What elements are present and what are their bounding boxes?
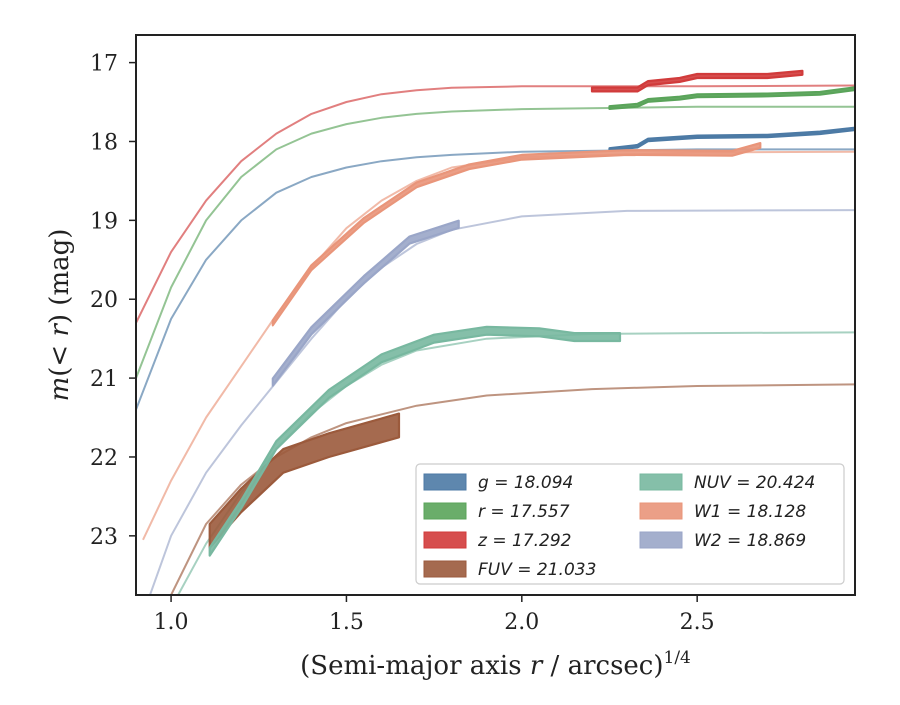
y-tick-label: 20 [90, 288, 118, 313]
model-curve-fuv [170, 383, 855, 595]
y-tick-label: 19 [90, 209, 118, 234]
profile-band-fuv [208, 412, 401, 549]
legend-swatch-z [423, 531, 467, 549]
legend-swatch-w1 [639, 502, 683, 520]
profile-band-w1 [271, 142, 762, 327]
y-tick-label: 22 [90, 446, 118, 471]
series-layer [136, 69, 855, 595]
plot-frame [135, 34, 856, 596]
model-curve-g [136, 148, 855, 410]
profile-band-w2 [271, 219, 460, 387]
x-tick-label: 2.0 [504, 610, 539, 635]
legend-swatch-r [423, 502, 467, 520]
x-tick-label: 1.5 [329, 610, 364, 635]
y-tick-label: 23 [90, 525, 118, 550]
model-curve-z [136, 84, 855, 324]
legend-label-nuv: NUV = 20.424 [694, 473, 815, 493]
x-tick-label: 2.5 [680, 610, 715, 635]
profile-band-nuv [208, 325, 622, 557]
x-axis-label: (Semi-major axis r / arcsec)1/4 [300, 648, 691, 681]
ticks-layer: 1.0 1.5 2.0 2.5 17 18 19 20 21 22 23 [90, 52, 715, 635]
legend-swatch-w2 [639, 531, 683, 549]
x-tick-label: 1.0 [154, 610, 189, 635]
y-tick-label: 21 [90, 367, 118, 392]
y-axis-label: m(< r) (mag) [45, 229, 75, 402]
legend-label-w2: W2 = 18.869 [694, 531, 806, 551]
y-tick-label: 17 [90, 52, 118, 77]
legend-label-r: r = 17.557 [478, 502, 570, 522]
y-tick-label: 18 [90, 130, 118, 155]
legend: g = 18.094 r = 17.557 z = 17.292 FUV = 21.0… [415, 463, 845, 585]
legend-label-fuv: FUV = 21.033 [478, 560, 596, 580]
profile-band-z [590, 69, 804, 93]
model-curve-r [136, 105, 855, 379]
profile-band-r [608, 86, 855, 110]
legend-swatch-fuv [423, 560, 467, 578]
legend-label-z: z = 17.292 [477, 531, 571, 551]
legend-label-g: g = 18.094 [478, 473, 573, 493]
legend-swatch-nuv [639, 473, 683, 491]
legend-box [415, 463, 845, 585]
profile-band-g [608, 126, 855, 152]
legend-swatch-g [423, 473, 467, 491]
legend-label-w1: W1 = 18.128 [694, 502, 806, 522]
